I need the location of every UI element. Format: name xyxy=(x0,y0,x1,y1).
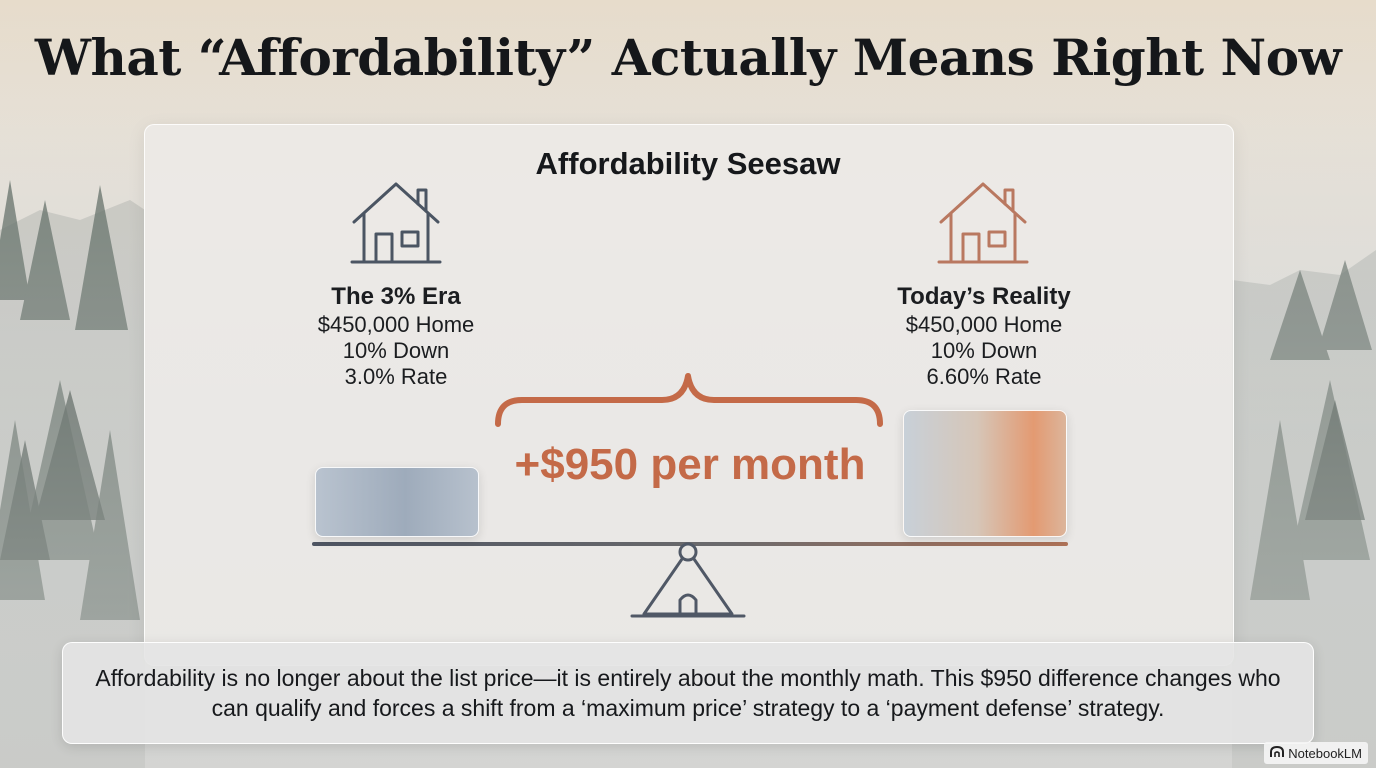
scenario-right-rate: 6.60% Rate xyxy=(926,364,1042,389)
panel-title: Affordability Seesaw xyxy=(535,146,841,181)
summary-callout: Affordability is no longer about the lis… xyxy=(62,642,1314,744)
scenario-right-name: Today’s Reality xyxy=(897,283,1071,310)
monthly-difference: +$950 per month xyxy=(514,440,866,489)
scenario-right-down: 10% Down xyxy=(930,338,1038,363)
scenario-left: The 3% Era $450,000 Home 10% Down 3.0% R… xyxy=(246,282,546,390)
seesaw-pivot xyxy=(678,542,698,562)
brand-label: NotebookLM xyxy=(1288,745,1362,761)
seesaw-diagram xyxy=(312,373,1068,618)
difference-brace xyxy=(495,373,883,427)
seesaw-fulcrum xyxy=(630,557,746,618)
brand-badge: NotebookLM xyxy=(1264,742,1368,764)
house-icon xyxy=(348,180,444,266)
scenario-left-down: 10% Down xyxy=(342,338,450,363)
house-icon xyxy=(935,180,1031,266)
scenario-right-price: $450,000 Home xyxy=(905,312,1063,337)
scenario-left-name: The 3% Era xyxy=(331,283,461,310)
seesaw-panel xyxy=(144,124,1234,666)
weight-block-left xyxy=(315,467,479,537)
page-title: What “Affordability” Actually Means Righ… xyxy=(34,28,1342,87)
notebooklm-logo-icon xyxy=(1270,745,1285,761)
scenario-left-price: $450,000 Home xyxy=(317,312,475,337)
weight-block-right xyxy=(903,410,1067,537)
scenario-left-rate: 3.0% Rate xyxy=(344,364,448,389)
scenario-right: Today’s Reality $450,000 Home 10% Down 6… xyxy=(834,282,1134,390)
summary-text: Affordability is no longer about the lis… xyxy=(95,665,1281,721)
